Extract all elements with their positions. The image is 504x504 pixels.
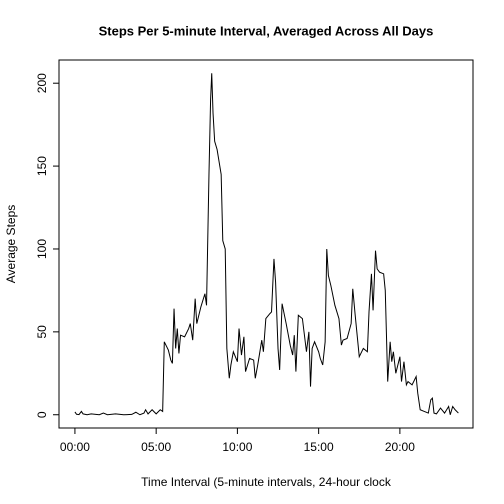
- x-tick-label: 05:00: [141, 440, 171, 454]
- data-line: [74, 73, 459, 416]
- chart-title: Steps Per 5-minute Interval, Averaged Ac…: [99, 23, 434, 38]
- plot-frame: [58, 59, 474, 429]
- x-tick-label: 00:00: [60, 440, 90, 454]
- y-tick-label: 200: [35, 73, 49, 93]
- x-tick-label: 20:00: [385, 440, 415, 454]
- y-tick-label: 100: [35, 239, 49, 259]
- y-tick-label: 50: [35, 325, 49, 339]
- x-tick-label: 10:00: [222, 440, 252, 454]
- y-tick-label: 0: [35, 411, 49, 418]
- x-axis-label: Time Interval (5-minute intervals, 24-ho…: [141, 475, 392, 489]
- x-tick-label: 15:00: [304, 440, 334, 454]
- y-tick-label: 150: [35, 156, 49, 176]
- y-axis-label: Average Steps: [4, 205, 18, 284]
